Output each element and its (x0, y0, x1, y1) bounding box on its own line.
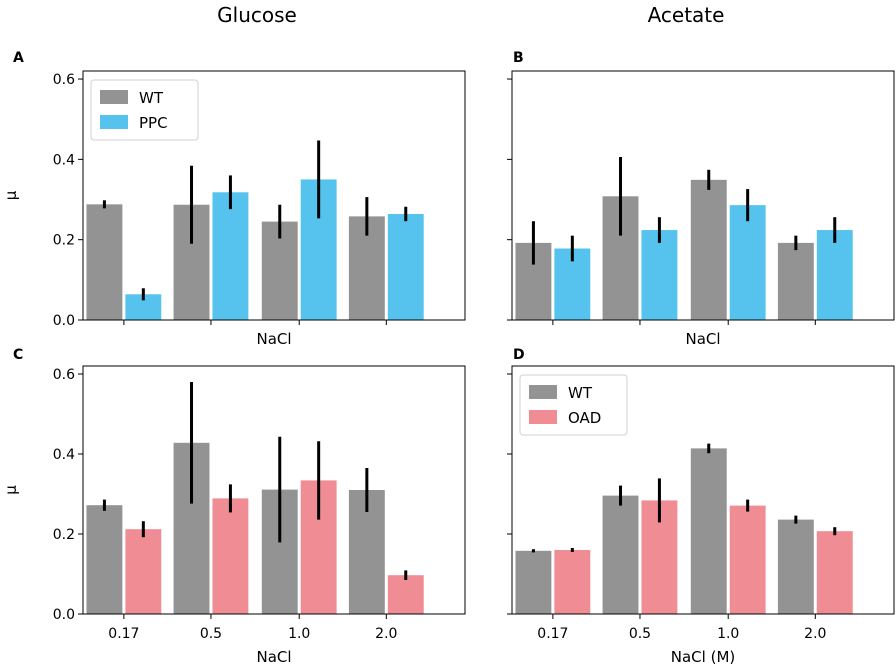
axes-frame (511, 365, 895, 615)
bar-wt-2.0 (777, 519, 814, 614)
legend-label-ppc: PPC (139, 114, 168, 132)
bar-ppc-0.5 (212, 192, 249, 320)
bar-oad-0.5 (212, 498, 249, 614)
legend-label-oad: OAD (568, 409, 601, 427)
y-tick-label: 0.2 (53, 233, 75, 249)
y-tick-label: 0.4 (53, 447, 75, 463)
bar-wt-1.0 (690, 448, 727, 614)
column-title-acetate: Acetate (648, 3, 725, 27)
x-tick-label: 1.0 (717, 626, 739, 642)
x-tick-label: 0.5 (200, 626, 222, 642)
bar-wt-2.0 (777, 242, 814, 320)
panel-letter: B (513, 50, 524, 66)
bar-oad-2.0 (816, 531, 853, 614)
y-tick-label: 0.4 (53, 152, 75, 168)
panel-d: D 0.17 0.5 1.0 2.0 NaCl (M) WT OAD (507, 347, 895, 666)
y-axis-label: μ (2, 485, 20, 495)
y-axis-label: μ (2, 190, 20, 200)
legend-swatch-oad (529, 410, 557, 424)
bar-oad-1.0 (729, 505, 766, 614)
x-axis-label: NaCl (685, 330, 720, 348)
y-tick-label: 0.2 (53, 527, 75, 543)
bar-oad-2.0 (387, 575, 424, 614)
panel-letter: D (513, 347, 525, 363)
x-tick-label: 0.17 (108, 626, 139, 642)
panel-c: C 0.0 0.2 0.4 0.6 0.17 0.5 1.0 2.0 NaCl μ (2, 347, 466, 666)
y-tick-label: 0.0 (53, 607, 75, 623)
y-tick-label: 0.0 (53, 313, 75, 329)
bar-wt-0.17 (86, 204, 123, 320)
y-tick-label: 0.6 (53, 367, 75, 383)
legend-swatch-wt (100, 90, 128, 104)
axes-frame (82, 70, 466, 321)
panel-letter: C (13, 347, 23, 363)
x-axis-label: NaCl (256, 648, 291, 666)
bar-wt-1.0 (690, 179, 727, 320)
x-tick-label: 0.5 (629, 626, 651, 642)
panel-b: B NaCl (507, 50, 895, 348)
x-tick-label: 2.0 (804, 626, 826, 642)
bar-wt-0.17 (86, 505, 123, 614)
y-tick-label: 0.6 (53, 72, 75, 88)
legend-label-wt: WT (568, 384, 593, 402)
x-axis-label: NaCl (256, 330, 291, 348)
legend-swatch-ppc (100, 115, 128, 129)
panel-letter: A (13, 50, 24, 66)
axes-frame (511, 70, 895, 321)
x-axis-label: NaCl (M) (671, 648, 735, 666)
panel-a: A 0.0 0.2 0.4 0.6 NaCl μ WT PPC (2, 50, 466, 348)
bar-wt-0.5 (602, 495, 639, 614)
bar-ppc-2.0 (816, 230, 853, 320)
bar-ppc-2.0 (387, 213, 424, 320)
x-tick-label: 0.17 (537, 626, 568, 642)
x-tick-label: 2.0 (375, 626, 397, 642)
legend-swatch-wt (529, 385, 557, 399)
x-tick-label: 1.0 (288, 626, 310, 642)
bar-oad-0.17 (125, 529, 162, 614)
bar-wt-0.17 (515, 550, 552, 614)
axes-frame (82, 365, 466, 615)
column-title-glucose: Glucose (217, 3, 297, 27)
legend-label-wt: WT (139, 89, 164, 107)
bar-oad-0.17 (554, 550, 591, 614)
bar-ppc-1.0 (729, 205, 766, 320)
bar-ppc-0.5 (641, 230, 678, 320)
